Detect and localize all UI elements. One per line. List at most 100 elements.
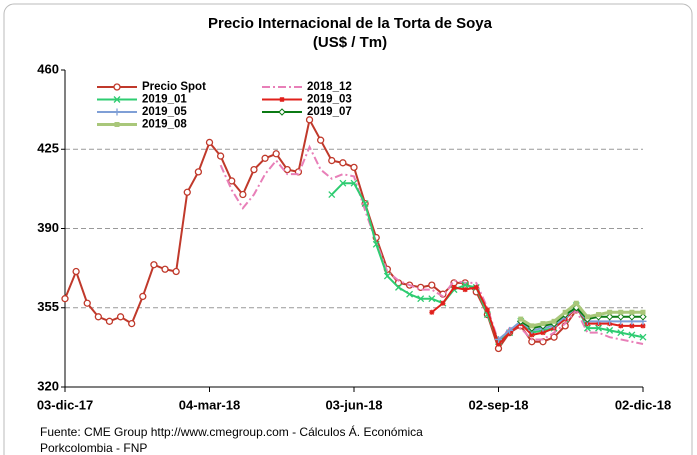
marker (628, 331, 636, 339)
marker (116, 313, 125, 321)
legend-label: 2019_01 (142, 94, 187, 106)
marker (216, 152, 225, 160)
y-tick-label: 425 (37, 141, 59, 156)
x-tick-label: 03-jun-18 (325, 397, 382, 412)
marker (72, 267, 80, 276)
chart-subtitle: (US$ / Tm) (313, 34, 387, 51)
marker (605, 313, 614, 321)
marker (261, 154, 269, 162)
legend-marker (279, 97, 285, 102)
marker (606, 326, 614, 334)
chart-title: Precio Internacional de la Torta de Soya (208, 15, 493, 32)
legend-marker (113, 108, 121, 116)
marker (617, 313, 625, 321)
marker (495, 335, 502, 343)
marker (328, 156, 336, 165)
source: Fuente: CME Group http://www.cmegroup.co… (40, 424, 423, 439)
marker (540, 321, 546, 327)
marker (150, 261, 158, 269)
marker (595, 324, 602, 332)
marker (573, 300, 579, 306)
frame (3, 3, 693, 455)
marker (383, 272, 391, 280)
marker (628, 313, 636, 321)
legend-label: 2019_07 (307, 106, 352, 118)
marker (339, 179, 347, 187)
marker (551, 318, 557, 324)
marker (128, 319, 136, 328)
marker (417, 295, 425, 303)
y-tick-label: 355 (37, 299, 59, 314)
marker (550, 333, 558, 341)
legend-marker (113, 83, 121, 91)
marker (529, 323, 535, 329)
marker (350, 163, 358, 172)
marker (339, 159, 347, 167)
marker (172, 267, 180, 276)
series-line (219, 144, 644, 345)
legend-marker (114, 122, 120, 127)
marker (161, 265, 169, 273)
marker (272, 150, 280, 158)
marker (617, 329, 625, 337)
legend-marker (113, 96, 121, 103)
marker (629, 309, 635, 315)
marker (61, 295, 69, 303)
marker (607, 309, 613, 315)
marker (428, 281, 436, 289)
legend-label: Precio Spot (142, 81, 206, 93)
marker (361, 200, 369, 208)
marker (618, 309, 624, 315)
source: Porkcolombia - FNP (40, 441, 147, 455)
marker (183, 188, 191, 196)
marker (584, 314, 590, 320)
marker (506, 326, 514, 334)
legend-label: 2019_03 (307, 94, 352, 106)
x-tick-label: 02-dic-18 (615, 397, 671, 412)
marker (429, 309, 435, 315)
marker (473, 284, 479, 290)
marker (639, 333, 647, 341)
marker (540, 330, 546, 336)
marker (529, 332, 535, 338)
marker (640, 323, 646, 329)
marker (83, 299, 91, 307)
marker (562, 309, 568, 315)
marker (596, 312, 602, 318)
x-tick-label: 03-dic-17 (37, 397, 93, 412)
marker (518, 316, 524, 322)
marker (618, 323, 624, 329)
marker (139, 292, 147, 301)
marker (328, 191, 336, 198)
marker (406, 290, 414, 298)
marker (283, 165, 291, 174)
x-tick-label: 04-mar-18 (179, 397, 240, 412)
y-tick-label: 390 (37, 220, 59, 235)
marker (461, 281, 469, 289)
marker (350, 179, 358, 187)
marker (462, 287, 468, 293)
marker (639, 313, 647, 321)
marker (205, 138, 214, 147)
legend-label: 2018_12 (307, 81, 352, 93)
legend-marker (278, 108, 286, 116)
x-tick-label: 02-sep-18 (469, 397, 529, 412)
marker (496, 341, 501, 347)
legend-label: 2019_05 (142, 106, 187, 118)
marker (428, 295, 436, 303)
marker (305, 116, 314, 124)
marker (484, 307, 490, 313)
marker (250, 165, 258, 174)
marker (239, 190, 247, 199)
marker (451, 284, 457, 290)
y-tick-label: 320 (37, 378, 59, 393)
marker (640, 309, 646, 315)
marker (194, 168, 203, 176)
marker (395, 283, 402, 291)
marker (317, 136, 325, 144)
marker (629, 323, 635, 329)
marker (440, 300, 446, 306)
y-tick-label: 460 (37, 61, 59, 76)
marker (94, 313, 102, 321)
